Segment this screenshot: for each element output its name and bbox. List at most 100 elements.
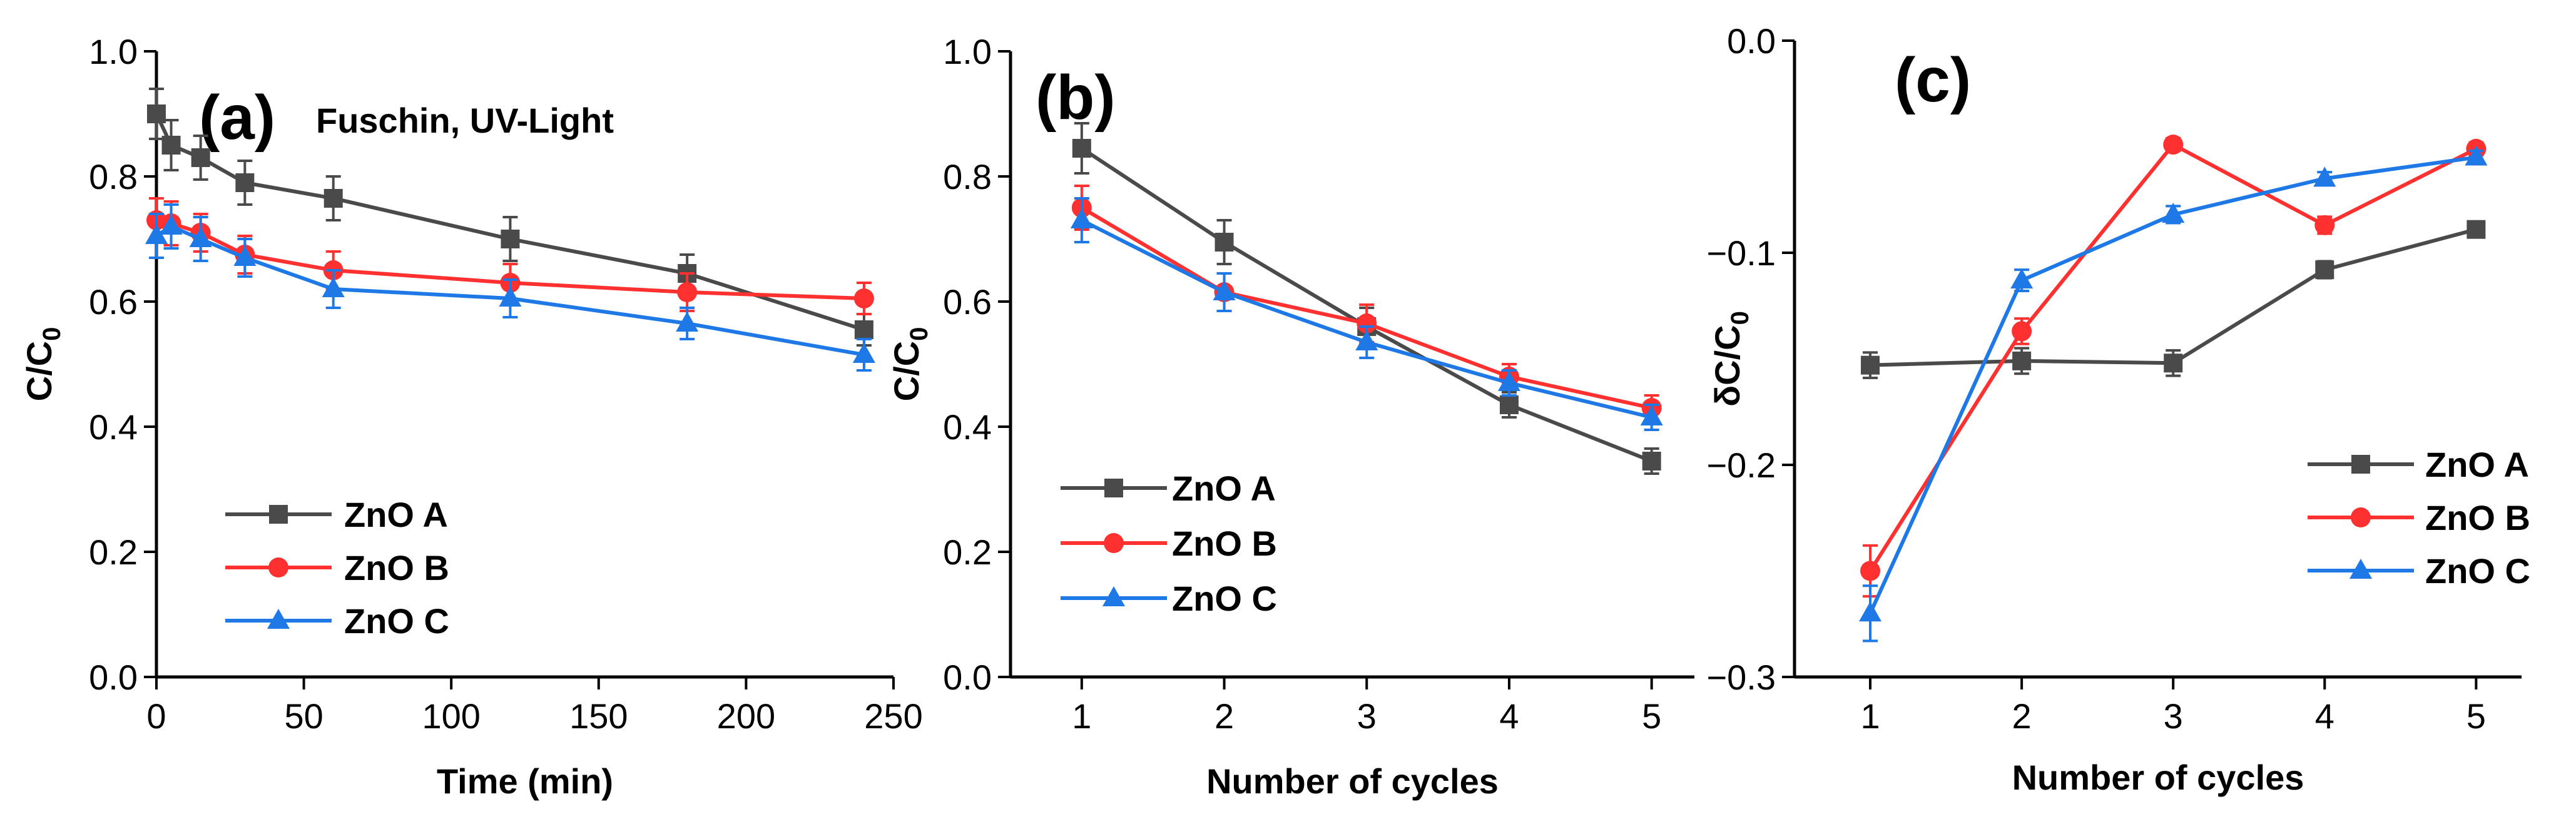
series-zno-c — [1070, 197, 1663, 431]
chart-annotation: Fuschin, UV-Light — [316, 101, 614, 140]
data-point — [2012, 351, 2032, 370]
data-point — [1357, 313, 1377, 333]
data-point — [1072, 139, 1091, 158]
legend-label: ZnO B — [2425, 498, 2530, 537]
legend-label: ZnO C — [1172, 579, 1277, 618]
legend: ZnO A ZnO B ZnO C — [2308, 445, 2530, 591]
x-tick-label: 50 — [284, 696, 323, 736]
series-zno-c — [1859, 145, 2488, 643]
legend-marker — [1104, 479, 1123, 497]
x-tick-label: 250 — [864, 696, 922, 736]
y-axis-title-main: C/C — [19, 341, 59, 401]
x-tick-label: 2 — [1214, 696, 1234, 736]
data-point — [323, 189, 343, 208]
legend: ZnO A ZnO B ZnO C — [1061, 469, 1277, 618]
data-point — [2012, 321, 2032, 342]
data-point — [499, 287, 522, 307]
panel-label: (c) — [1895, 45, 1971, 115]
y-tick-label: −0.1 — [1706, 233, 1776, 273]
panel-a: 0 50 100 150 200 250 0.0 0.2 0.4 0.6 0.8 1.0 Time (m… — [19, 32, 923, 801]
x-tick-label: 3 — [1357, 696, 1377, 736]
legend-label: ZnO A — [1172, 469, 1276, 508]
legend-marker — [267, 609, 290, 629]
data-point — [2010, 268, 2034, 289]
x-tick-label: 5 — [2467, 696, 2486, 736]
legend-marker — [2351, 455, 2370, 474]
data-point — [1499, 395, 1519, 414]
data-point — [1861, 355, 1880, 375]
x-tick-label: 100 — [422, 696, 480, 736]
panel-label: (a) — [199, 83, 275, 153]
y-tick-label: 0.4 — [943, 407, 992, 447]
panel-b: 1 2 3 4 5 0.0 0.2 0.4 0.6 0.8 1.0 Number of cycles C… — [887, 32, 1694, 801]
data-point — [1355, 330, 1378, 350]
x-tick-label: 4 — [1499, 696, 1519, 736]
data-point — [2164, 354, 2183, 373]
y-tick-label: −0.3 — [1706, 658, 1776, 697]
legend-marker — [1102, 586, 1125, 606]
y-tick-label: 0.2 — [89, 532, 138, 572]
x-tick-label: 3 — [2164, 696, 2183, 736]
y-tick-label: 0.8 — [89, 157, 138, 196]
data-point — [2163, 135, 2184, 155]
data-point — [191, 148, 210, 167]
panel-label: (b) — [1036, 63, 1116, 133]
legend-label: ZnO B — [1172, 524, 1277, 563]
y-tick-label: 0.6 — [89, 282, 138, 322]
data-point — [853, 288, 874, 308]
data-point — [160, 215, 183, 235]
data-point — [1642, 452, 1661, 470]
data-point — [1640, 405, 1663, 425]
data-point — [1859, 601, 1882, 622]
series-zno-c — [145, 203, 875, 372]
x-tick-label: 2 — [2012, 696, 2032, 736]
y-axis-title-subscript: 0 — [1726, 311, 1754, 325]
x-axis-title: Time (min) — [437, 761, 613, 801]
data-point — [2467, 220, 2486, 239]
y-axis-title-main: δC/C — [1708, 325, 1747, 406]
data-point — [233, 246, 257, 266]
data-point — [145, 224, 168, 244]
series-zno-a — [147, 88, 873, 347]
y-tick-label: 1.0 — [943, 32, 992, 71]
panel-c: 1 2 3 4 5 −0.3 −0.2 −0.1 0.0 Number of cycles δC/C… — [1706, 21, 2530, 797]
data-point — [2465, 145, 2488, 166]
legend-marker — [1104, 533, 1124, 553]
legend-marker — [269, 505, 288, 524]
y-axis-title-subscript: 0 — [38, 327, 66, 341]
x-tick-label: 0 — [146, 696, 166, 736]
y-axis-title: C/C0 — [19, 327, 66, 402]
data-point — [1860, 561, 1881, 581]
y-tick-label: 0.0 — [943, 658, 992, 697]
data-point — [161, 136, 181, 155]
data-point — [235, 173, 255, 192]
data-point — [1497, 371, 1520, 391]
x-tick-label: 1 — [1072, 696, 1091, 736]
x-axis-title: Number of cycles — [2012, 758, 2304, 797]
x-tick-label: 5 — [1642, 696, 1661, 736]
data-point — [147, 104, 166, 123]
legend-marker — [268, 557, 288, 577]
x-tick-label: 1 — [1860, 696, 1880, 736]
data-point — [1070, 208, 1093, 228]
x-axis-title: Number of cycles — [1206, 761, 1499, 801]
y-axis-title: C/C0 — [887, 327, 933, 402]
x-tick-label: 150 — [569, 696, 628, 736]
legend-label: ZnO C — [2425, 551, 2530, 591]
legend-label: ZnO A — [344, 495, 448, 534]
y-tick-label: 0.6 — [943, 282, 992, 322]
data-point — [2313, 166, 2336, 187]
y-axis-title-main: C/C — [887, 341, 926, 401]
y-tick-label: 1.0 — [89, 32, 138, 71]
y-tick-label: 0.2 — [943, 532, 992, 572]
y-tick-label: 0.8 — [943, 157, 992, 196]
data-point — [677, 282, 698, 302]
data-point — [2162, 202, 2185, 223]
y-tick-label: 0.0 — [1727, 21, 1776, 61]
y-axis-title: δC/C0 — [1708, 311, 1754, 407]
x-tick-label: 4 — [2315, 696, 2334, 736]
series-zno-a — [1861, 220, 2486, 380]
y-tick-label: 0.4 — [89, 407, 138, 447]
